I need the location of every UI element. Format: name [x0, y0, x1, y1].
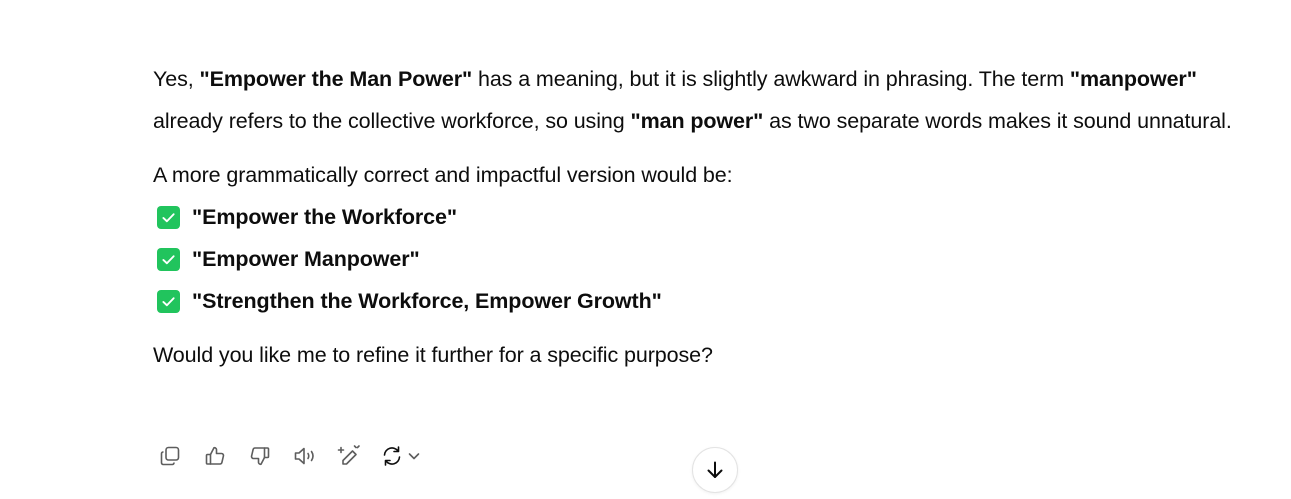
- speaker-icon: [294, 447, 314, 465]
- read-aloud-button[interactable]: [290, 441, 320, 471]
- suggestion-list: "Empower the Workforce" "Empower Manpowe…: [153, 196, 1233, 322]
- intro-bold-1: "Empower the Man Power": [199, 67, 473, 91]
- suggestion-item: "Strengthen the Workforce, Empower Growt…: [153, 280, 1233, 322]
- suggestion-label: "Empower Manpower": [192, 246, 420, 271]
- chevron-down-icon: [408, 453, 420, 460]
- arrow-down-icon: [707, 461, 723, 478]
- suggestion-item: "Empower the Workforce": [153, 196, 1233, 238]
- intro-text-4: as two separate words makes it sound unn…: [763, 109, 1232, 133]
- edit-pencil-icon: [337, 445, 360, 465]
- intro-bold-2: "manpower": [1069, 67, 1197, 91]
- check-box-icon: [157, 289, 180, 313]
- thumbs-up-icon: [205, 446, 225, 465]
- closing-question: Would you like me to refine it further f…: [153, 343, 713, 367]
- regenerate-button[interactable]: [380, 444, 422, 468]
- lead-in-text: A more grammatically correct and impactf…: [153, 163, 733, 187]
- like-button[interactable]: [200, 441, 230, 471]
- intro-bold-3: "man power": [630, 109, 764, 133]
- scroll-down-button[interactable]: [692, 447, 738, 493]
- intro-text-2: has a meaning, but it is slightly awkwar…: [472, 67, 1070, 91]
- dislike-button[interactable]: [245, 441, 275, 471]
- check-box-icon: [157, 247, 180, 271]
- suggestion-item: "Empower Manpower": [153, 238, 1233, 280]
- message-action-bar: [155, 440, 422, 472]
- copy-button[interactable]: [155, 441, 185, 471]
- suggestion-label: "Empower the Workforce": [192, 204, 457, 229]
- assistant-message: Yes, "Empower the Man Power" has a meani…: [153, 58, 1233, 376]
- regenerate-icon: [383, 446, 401, 466]
- edit-button[interactable]: [335, 441, 365, 471]
- suggestion-label: "Strengthen the Workforce, Empower Growt…: [192, 288, 662, 313]
- thumbs-down-icon: [250, 447, 270, 466]
- check-box-icon: [157, 205, 180, 229]
- intro-text-3: already refers to the collective workfor…: [153, 109, 631, 133]
- copy-icon: [160, 446, 180, 466]
- intro-text-1: Yes,: [153, 67, 200, 91]
- intro-paragraph: Yes, "Empower the Man Power" has a meani…: [153, 58, 1233, 142]
